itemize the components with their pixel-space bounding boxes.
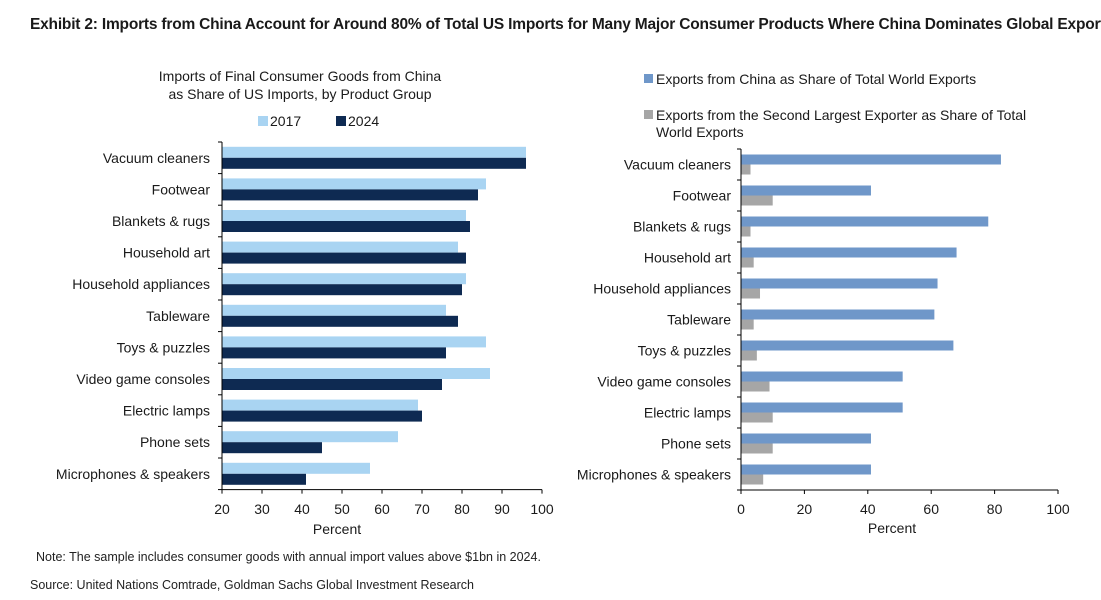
legend-label: Exports from China as Share of Total Wor… bbox=[656, 71, 976, 87]
chart-source: Source: United Nations Comtrade, Goldman… bbox=[30, 578, 474, 592]
bar-first-series bbox=[222, 368, 490, 379]
bar-second-series bbox=[222, 221, 470, 232]
x-tick-label: 50 bbox=[334, 501, 350, 517]
category-label: Tableware bbox=[146, 308, 210, 324]
bar-first-series bbox=[741, 216, 989, 227]
legend-swatch bbox=[644, 110, 653, 119]
x-tick-label: 20 bbox=[214, 501, 230, 517]
legend-label: 2017 bbox=[270, 113, 301, 129]
bar-second-series bbox=[222, 189, 478, 201]
bar-first-series bbox=[741, 247, 957, 258]
bar-second-series bbox=[222, 157, 526, 169]
chart-title-line: as Share of US Imports, by Product Group bbox=[168, 86, 431, 102]
x-tick-label: 40 bbox=[294, 501, 310, 517]
x-tick-label: 80 bbox=[987, 501, 1003, 517]
category-label: Toys & puzzles bbox=[638, 343, 731, 359]
bar-second-series bbox=[741, 195, 773, 206]
x-tick-label: 30 bbox=[254, 501, 270, 517]
bar-first-series bbox=[222, 210, 466, 221]
bar-second-series bbox=[222, 284, 462, 296]
category-label: Phone sets bbox=[140, 434, 210, 450]
x-tick-label: 0 bbox=[737, 501, 745, 517]
category-label: Household appliances bbox=[72, 276, 210, 292]
bar-first-series bbox=[222, 273, 466, 285]
category-label: Microphones & speakers bbox=[577, 467, 731, 483]
x-axis-label: Percent bbox=[313, 521, 361, 537]
legend-swatch bbox=[336, 116, 346, 126]
bar-first-series bbox=[222, 146, 526, 158]
category-label: Household art bbox=[644, 250, 731, 266]
x-tick-label: 20 bbox=[797, 501, 813, 517]
bar-first-series bbox=[741, 464, 871, 475]
category-label: Household appliances bbox=[593, 281, 731, 297]
left-chart: Imports of Final Consumer Goods from Chi… bbox=[56, 68, 554, 537]
bar-first-series bbox=[741, 340, 954, 351]
category-label: Household art bbox=[123, 245, 210, 261]
right-chart: Exports from China as Share of Total Wor… bbox=[577, 71, 1070, 536]
bar-first-series bbox=[222, 336, 486, 348]
bar-second-series bbox=[222, 410, 422, 422]
category-label: Footwear bbox=[673, 188, 732, 204]
bar-first-series bbox=[222, 241, 458, 253]
bar-first-series bbox=[741, 433, 871, 444]
bar-first-series bbox=[741, 402, 903, 413]
x-tick-label: 70 bbox=[414, 501, 430, 517]
bar-second-series bbox=[741, 257, 754, 268]
bar-second-series bbox=[741, 443, 773, 454]
category-label: Electric lamps bbox=[644, 405, 731, 421]
bar-second-series bbox=[222, 315, 458, 327]
category-label: Vacuum cleaners bbox=[103, 150, 210, 166]
chart-note: Note: The sample includes consumer goods… bbox=[36, 550, 541, 564]
category-label: Phone sets bbox=[661, 436, 731, 452]
bar-first-series bbox=[741, 154, 1001, 165]
bar-first-series bbox=[741, 371, 903, 382]
bar-second-series bbox=[741, 381, 770, 392]
legend-label: 2024 bbox=[348, 113, 379, 129]
bar-first-series bbox=[741, 278, 938, 289]
x-tick-label: 60 bbox=[374, 501, 390, 517]
bar-second-series bbox=[741, 226, 751, 237]
x-tick-label: 80 bbox=[454, 501, 470, 517]
category-label: Footwear bbox=[152, 181, 211, 197]
bar-first-series bbox=[222, 304, 446, 316]
category-label: Blankets & rugs bbox=[112, 213, 210, 229]
chart-title-line: Imports of Final Consumer Goods from Chi… bbox=[159, 68, 442, 84]
bar-first-series bbox=[222, 462, 370, 474]
exhibit-title: Exhibit 2: Imports from China Account fo… bbox=[30, 16, 1101, 33]
bar-first-series bbox=[741, 309, 935, 320]
category-label: Electric lamps bbox=[123, 403, 210, 419]
category-label: Microphones & speakers bbox=[56, 466, 210, 482]
x-tick-label: 90 bbox=[494, 501, 510, 517]
category-label: Video game consoles bbox=[76, 371, 210, 387]
bar-first-series bbox=[741, 185, 871, 196]
bar-second-series bbox=[741, 474, 764, 485]
bar-second-series bbox=[222, 442, 322, 454]
x-tick-label: 60 bbox=[923, 501, 939, 517]
bar-second-series bbox=[222, 252, 466, 264]
bar-second-series bbox=[222, 379, 442, 390]
bar-second-series bbox=[222, 347, 446, 359]
bar-second-series bbox=[741, 319, 754, 330]
bar-second-series bbox=[222, 473, 306, 485]
bar-second-series bbox=[741, 412, 773, 423]
x-tick-label: 100 bbox=[530, 501, 554, 517]
category-label: Vacuum cleaners bbox=[624, 157, 731, 173]
category-label: Blankets & rugs bbox=[633, 219, 731, 235]
category-label: Toys & puzzles bbox=[117, 339, 210, 355]
legend-swatch bbox=[644, 74, 653, 83]
legend-label: Exports from the Second Largest Exporter… bbox=[656, 107, 1026, 140]
x-axis-label: Percent bbox=[868, 520, 916, 536]
category-label: Tableware bbox=[667, 312, 731, 328]
bar-first-series bbox=[222, 399, 418, 411]
legend-swatch bbox=[258, 116, 268, 126]
x-tick-label: 100 bbox=[1046, 501, 1070, 517]
bar-first-series bbox=[222, 178, 486, 190]
bar-second-series bbox=[741, 350, 757, 361]
category-label: Video game consoles bbox=[597, 374, 731, 390]
x-tick-label: 40 bbox=[860, 501, 876, 517]
bar-second-series bbox=[741, 288, 761, 299]
bar-first-series bbox=[222, 431, 398, 443]
bar-second-series bbox=[741, 164, 751, 175]
